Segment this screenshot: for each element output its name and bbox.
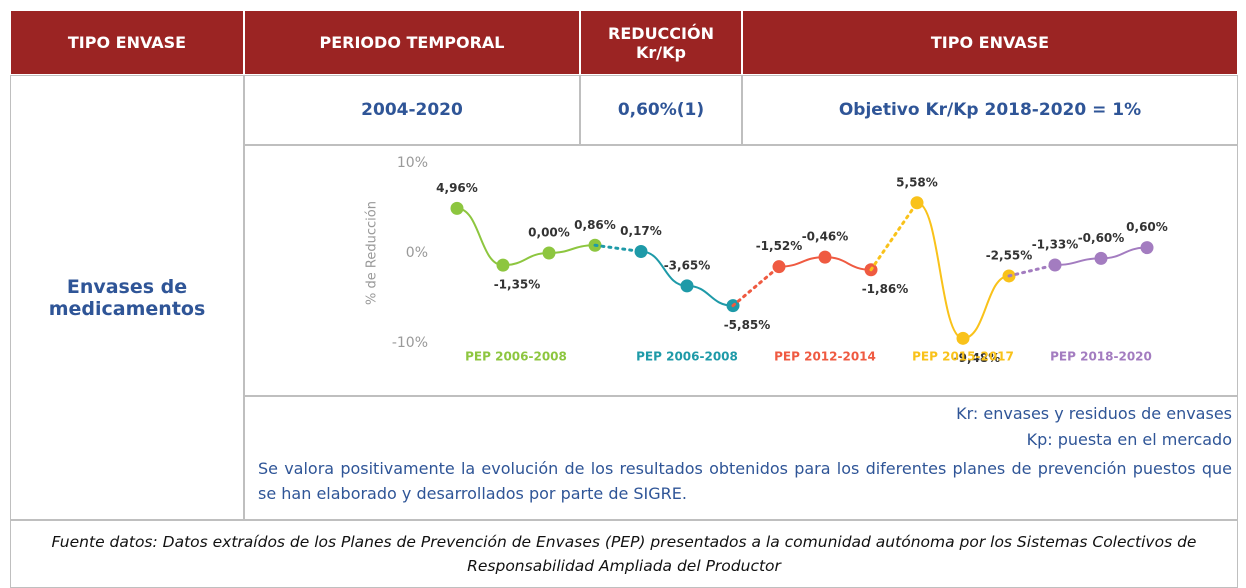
reduction: 0,60%(1) [580,75,742,145]
data-label: 0,86% [574,218,616,232]
comment: Se valora positivamente la evolución de … [258,459,1232,503]
data-label: -2,55% [986,248,1033,262]
legend-label: PEP 2006-2008 [636,350,738,364]
legend-label: PEP 2012-2014 [774,350,876,364]
y-tick-label: 0% [406,245,428,261]
series-line [916,201,1010,340]
data-label: 0,17% [620,224,662,238]
point [1048,258,1062,272]
data-label: 5,58% [896,175,938,189]
point [1140,241,1154,255]
point [818,250,832,264]
y-tick-label: -10% [392,335,428,351]
data-label: 0,60% [1126,220,1168,234]
notes-cell [244,396,1238,520]
period: 2004-2020 [244,75,580,145]
data-label: -3,65% [664,258,711,272]
row-label: Envases de medicamentos [10,75,244,520]
point [496,258,510,272]
data-label: -1,33% [1032,237,1079,251]
chart-cell [244,145,1238,396]
header-cell: PERIODO TEMPORAL [244,10,580,75]
header-cell: REDUCCIÓN Kr/Kp [580,10,742,75]
data-label: -1,86% [862,282,909,296]
point [680,279,694,293]
data-label: -1,35% [494,278,541,292]
point [542,246,556,260]
note: Kr: envases y residuos de envases [956,404,1232,423]
point [450,201,464,215]
legend-label: PEP 2015-2017 [912,350,1014,364]
data-label: -1,52% [756,239,803,253]
header-cell: TIPO ENVASE [10,10,244,75]
objective: Objetivo Kr/Kp 2018-2020 = 1% [742,75,1238,145]
point [956,331,970,345]
point [910,196,924,210]
point [772,260,786,274]
data-label: -0,60% [1078,231,1125,245]
connector [731,265,781,308]
header-cell: TIPO ENVASE [742,10,1238,75]
data-label: -9,48% [954,351,1001,365]
y-tick-label: 10% [397,155,428,171]
point [1094,251,1108,265]
legend-label: PEP 2018-2020 [1050,350,1152,364]
legend-label: PEP 2006-2008 [465,350,567,364]
connector [869,201,919,272]
connector [1007,263,1057,278]
data-label: 4,96% [436,181,478,195]
series-line [456,207,596,267]
note: Kp: puesta en el mercado [1026,430,1232,449]
point [634,244,648,258]
data-label: -0,46% [802,230,849,244]
data-label: 0,00% [528,226,570,240]
connector [593,243,643,253]
y-axis-label: % de Reducción [365,201,380,305]
data-label: -5,85% [724,318,771,332]
